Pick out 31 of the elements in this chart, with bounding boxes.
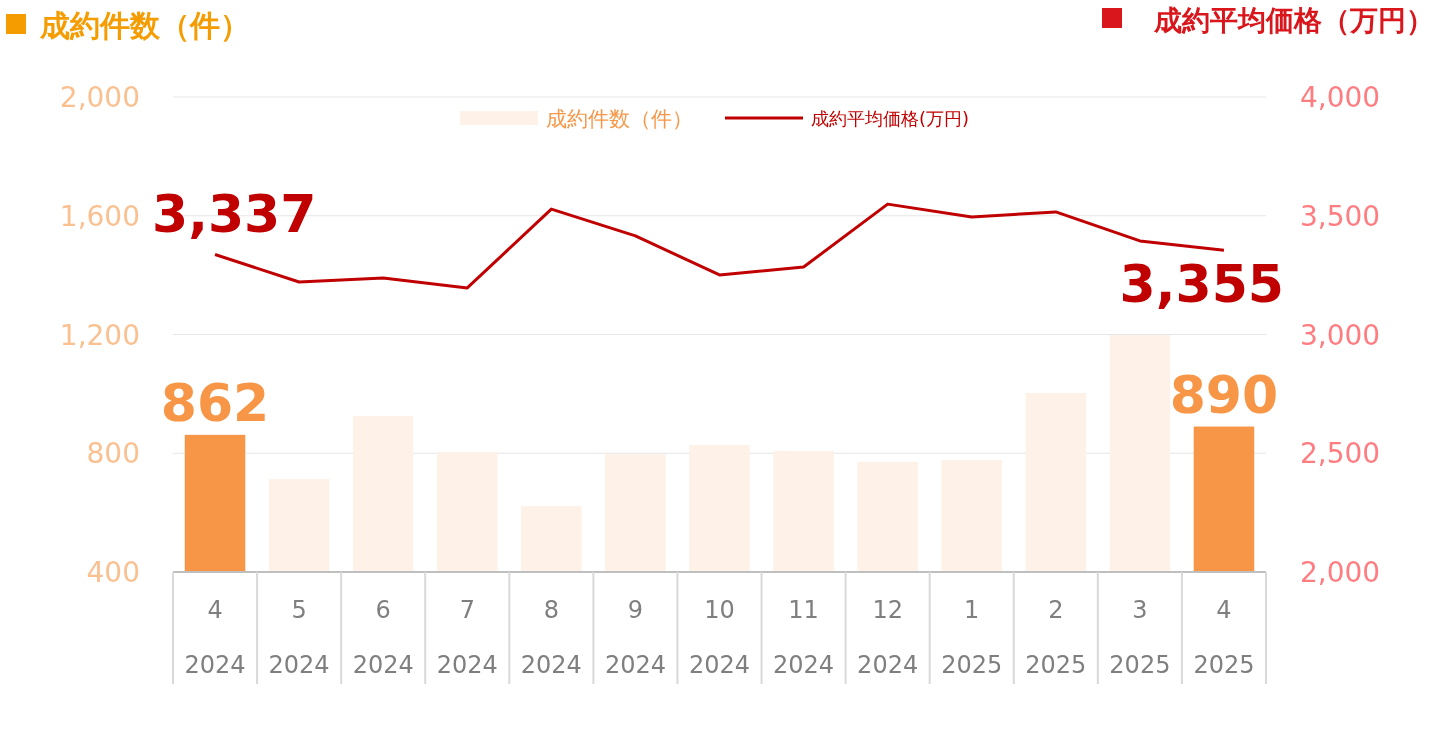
x-tick-label: 2 2025 [1025, 596, 1087, 679]
x-tick-label: 10 2024 [688, 596, 751, 679]
x-tick-label: 11 2024 [773, 596, 835, 679]
x-tick-label: 9 2024 [604, 596, 666, 679]
data-label: 3,355 [1119, 254, 1284, 315]
x-tick-label: 7 2024 [436, 596, 498, 679]
x-tick-label: 5 2024 [268, 596, 330, 679]
y2-axis-title: 成約平均価格（万円） [1153, 4, 1434, 37]
y2-tick-label: 2,000 [1300, 556, 1381, 589]
y-tick-label: 800 [86, 437, 140, 471]
x-tick-label: 3 2025 [1109, 596, 1171, 679]
y-axis-title: 成約件数（件） [39, 8, 250, 43]
y-tick-label: 2,000 [59, 81, 140, 114]
y-tick-label: 400 [86, 556, 140, 589]
y2-tick-label: 3,000 [1300, 318, 1381, 352]
x-tick-label: 8 2024 [520, 596, 582, 679]
x-tick-label: 4 2024 [184, 596, 246, 679]
legend-label: 成約平均価格(万円) [811, 108, 970, 129]
x-tick-label: 1 2025 [941, 596, 1003, 679]
data-label: 890 [1169, 364, 1279, 425]
legend-label: 成約件数（件） [546, 107, 693, 131]
x-tick-label: 12 2024 [857, 596, 919, 679]
y-tick-label: 1,200 [59, 318, 140, 352]
data-label: 3,337 [152, 184, 317, 245]
x-tick-label: 4 2025 [1193, 596, 1255, 679]
y-tick-label: 1,600 [59, 199, 140, 233]
y2-tick-label: 2,500 [1300, 437, 1381, 471]
y2-tick-label: 4,000 [1300, 81, 1381, 114]
data-label: 862 [160, 372, 270, 433]
x-tick-label: 6 2024 [352, 596, 414, 679]
y2-tick-label: 3,500 [1300, 199, 1381, 233]
